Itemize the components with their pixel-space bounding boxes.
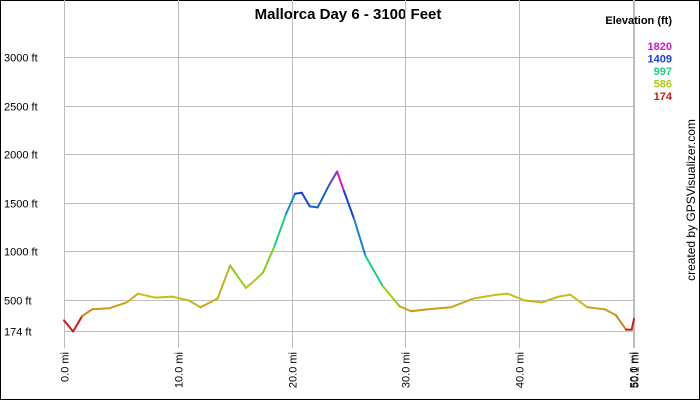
elevation-segment	[308, 205, 319, 209]
elevation-segment	[81, 308, 94, 317]
grid-layer	[64, 0, 635, 348]
y-tick-label: 2500 ft	[4, 102, 38, 114]
elevation-segment	[284, 192, 296, 216]
elevation-segment	[262, 245, 276, 274]
elevation-segment	[557, 293, 572, 298]
elevation-segment	[614, 314, 627, 331]
elevation-segment	[569, 293, 589, 309]
elevation-segment	[364, 254, 384, 287]
x-tick-label: 50.1 mi	[630, 352, 642, 388]
elevation-segment	[91, 307, 111, 311]
elevation-segment	[472, 293, 498, 300]
elevation-segment	[328, 170, 339, 187]
x-tick-label: 30.0 mi	[401, 352, 413, 388]
y-tick-label: 174 ft	[4, 327, 32, 339]
elevation-segment	[137, 292, 156, 299]
elevation-segment	[273, 213, 287, 248]
elevation-segment	[398, 305, 412, 313]
x-tick-label: 10.0 mi	[174, 352, 186, 388]
y-tick-label: 500 ft	[4, 296, 32, 308]
x-tick-label: 0.0 mi	[60, 352, 72, 382]
elevation-segment	[229, 264, 238, 277]
x-tick-label: 50.0 mi	[629, 352, 641, 388]
elevation-line	[63, 170, 635, 333]
elevation-segment	[154, 295, 174, 299]
legend-entry: 586	[654, 79, 672, 91]
legend-title: Elevation (ft)	[605, 15, 672, 27]
elevation-segment	[294, 191, 303, 195]
elevation-segment	[316, 184, 331, 209]
elevation-segment	[199, 297, 219, 309]
elevation-segment	[72, 315, 84, 333]
x-tick-labels: 0.0 mi 10.0 mi 20.0 mi 30.0 mi 40.0 mi 50.0 m…	[60, 352, 642, 388]
y-tick-label: 1000 ft	[4, 247, 38, 259]
elevation-segment	[506, 292, 526, 302]
legend-entry: 997	[654, 66, 672, 78]
elevation-segment	[540, 295, 560, 304]
elevation-segment	[235, 274, 247, 289]
elevation-segment	[254, 271, 265, 282]
legend-entry: 174	[654, 91, 673, 103]
elevation-segment	[108, 301, 128, 310]
elevation-segment	[381, 284, 401, 308]
elevation-segment	[523, 299, 543, 304]
chart-title: Mallorca Day 6 - 3100 Feet	[255, 6, 442, 23]
elevation-segment	[410, 308, 430, 313]
y-tick-label: 3000 ft	[4, 53, 38, 65]
x-tick-label: 40.0 mi	[515, 352, 527, 388]
elevation-segment	[188, 299, 202, 309]
elevation-segment	[603, 308, 617, 316]
elevation-segment	[171, 295, 191, 302]
elevation-segment	[449, 297, 475, 309]
legend-entry: 1820	[648, 41, 672, 53]
elevation-segment	[342, 189, 356, 220]
elevation-segment	[586, 306, 606, 311]
credit-text: created by GPSVisualizer.com	[684, 119, 698, 281]
elevation-segment	[336, 170, 345, 192]
elevation-segment	[63, 319, 75, 333]
x-tick-label: 20.0 mi	[288, 352, 300, 388]
elevation-segment	[125, 292, 139, 304]
elevation-segment	[495, 292, 509, 296]
y-tick-label: 1500 ft	[4, 199, 38, 211]
y-tick-labels: 174 ft 500 ft 1000 ft 1500 ft 2000 ft 2500 ft…	[4, 53, 38, 339]
elevation-segment	[630, 317, 635, 331]
y-tick-label: 2000 ft	[4, 150, 38, 162]
legend-entry: 1409	[648, 54, 672, 66]
elevation-segment	[300, 191, 311, 208]
elevation-segment	[216, 264, 232, 300]
elevation-segment	[353, 218, 367, 257]
elevation-segment	[427, 306, 452, 311]
elevation-segment	[245, 279, 257, 289]
